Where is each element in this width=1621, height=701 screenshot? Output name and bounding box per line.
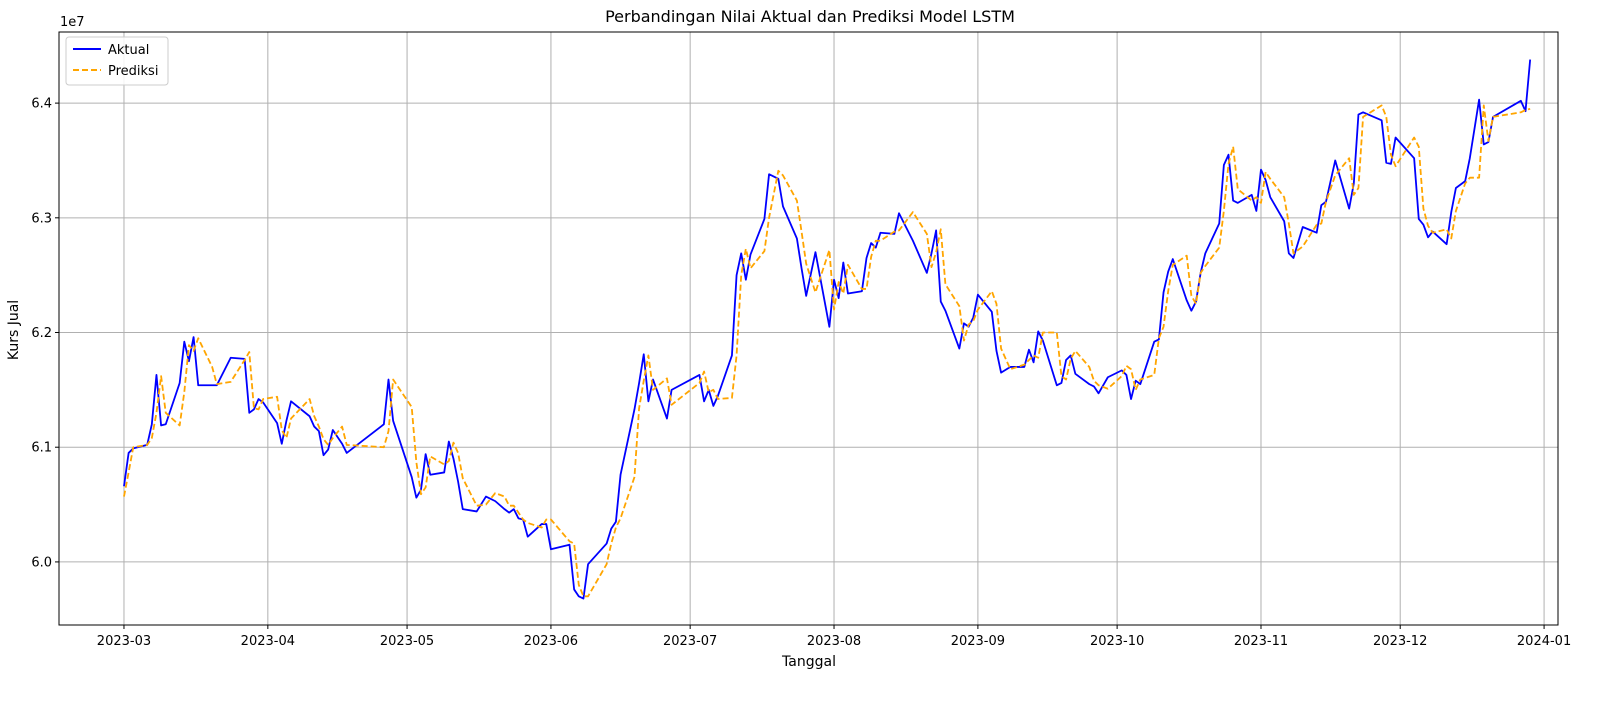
x-tick-label: 2023-07: [663, 634, 717, 649]
x-tick-label: 2023-06: [524, 634, 578, 649]
axis-ticks: 2023-03 2023-04 2023-05 2023-06 2023-07 2023-…: [31, 97, 1571, 649]
y-tick-label: 6.2: [31, 326, 52, 341]
series-line-prediksi: [123, 104, 1531, 598]
x-tick-label: 2024-01: [1517, 634, 1571, 649]
series-line-aktual: [123, 59, 1532, 600]
y-tick-label: 6.1: [31, 441, 52, 456]
y-tick-label: 6.4: [31, 97, 52, 112]
x-tick-label: 2023-03: [97, 634, 151, 649]
y-scale-label: 1e7: [60, 15, 85, 30]
x-tick-label: 2023-11: [1234, 634, 1288, 649]
plot-frame: [58, 31, 1559, 626]
x-tick-label: 2023-08: [807, 634, 861, 649]
y-tick-label: 6.0: [31, 555, 52, 570]
series-group: [123, 59, 1532, 600]
x-axis-title: Tanggal: [781, 654, 836, 670]
grid: [59, 32, 1558, 625]
y-axis-title: Kurs Jual: [6, 300, 22, 360]
x-tick-label: 2023-05: [380, 634, 434, 649]
x-tick-label: 2023-09: [951, 634, 1005, 649]
legend-label-aktual: Aktual: [108, 43, 149, 58]
y-tick-label: 6.3: [31, 211, 52, 226]
x-tick-label: 2023-04: [241, 634, 295, 649]
legend: Aktual Prediksi: [65, 36, 169, 86]
x-tick-label: 2023-10: [1090, 634, 1144, 649]
legend-label-prediksi: Prediksi: [108, 64, 158, 79]
chart-title: Perbandingan Nilai Aktual dan Prediksi M…: [605, 7, 1015, 26]
x-tick-label: 2023-12: [1373, 634, 1427, 649]
